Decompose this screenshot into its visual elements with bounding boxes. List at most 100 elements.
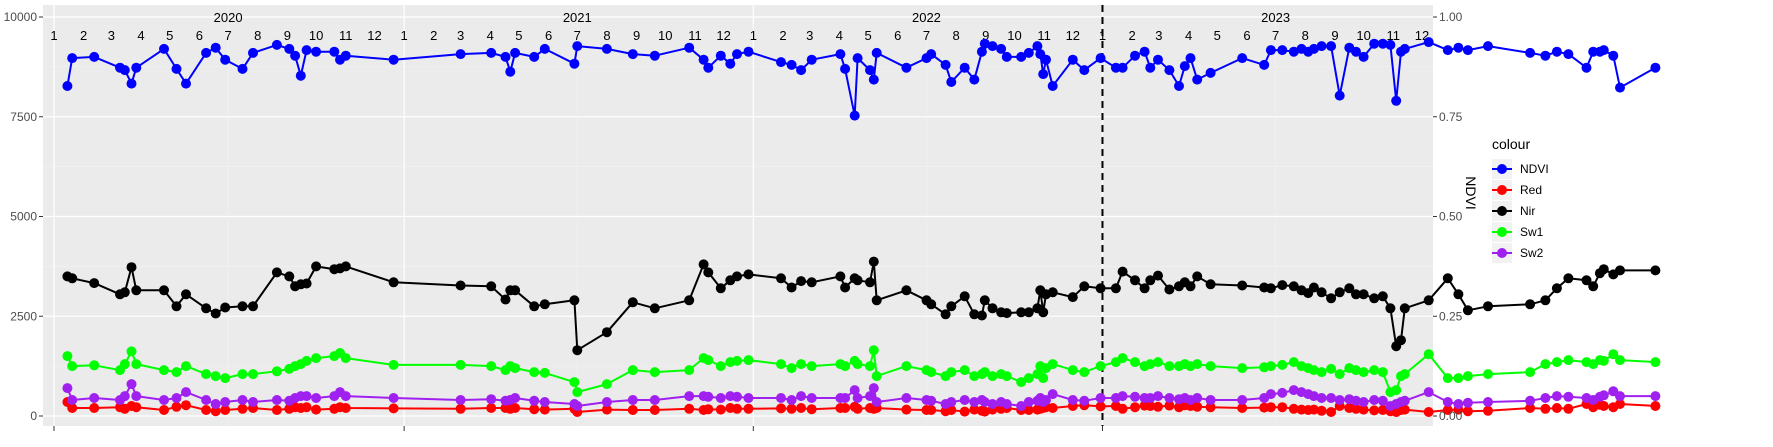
data-point-nir [852, 275, 863, 286]
data-point-sw2 [1041, 395, 1051, 405]
data-point-sw2 [539, 397, 550, 407]
data-point-sw2 [1067, 395, 1078, 405]
data-point-nir [1139, 283, 1150, 294]
legend-item-red: Red [1492, 180, 1542, 200]
data-point-sw1 [1038, 373, 1049, 384]
data-point-nir [1615, 265, 1625, 276]
month-label: 12 [716, 28, 730, 43]
data-point-nir [698, 259, 709, 270]
data-point-nir [131, 285, 142, 296]
data-point-sw1 [684, 365, 695, 376]
data-point-sw1 [1650, 357, 1661, 368]
data-point-nir [1265, 283, 1276, 294]
data-point-ndvi [237, 63, 248, 74]
data-point-nir [786, 282, 797, 293]
data-point-nir [840, 282, 851, 293]
data-point-ndvi [1277, 45, 1288, 56]
data-point-nir [796, 276, 807, 287]
legend-key-dot [1497, 185, 1507, 195]
data-point-ndvi [500, 51, 511, 62]
data-point-red [301, 402, 312, 413]
data-point-sw2 [1308, 391, 1319, 402]
data-point-nir [388, 277, 399, 288]
month-label: 5 [515, 28, 522, 43]
data-point-red [181, 400, 191, 411]
data-point-sw1 [62, 351, 73, 362]
month-label: 1 [750, 28, 757, 43]
data-point-red [1308, 404, 1319, 415]
data-point-red [1117, 403, 1128, 414]
data-point-nir [1551, 283, 1562, 294]
data-point-ndvi [1139, 46, 1150, 57]
data-point-red [786, 403, 797, 414]
data-point-red [806, 404, 817, 415]
data-point-sw1 [237, 369, 248, 380]
data-point-nir [1423, 295, 1434, 306]
data-point-red [201, 405, 212, 415]
data-point-ndvi [926, 49, 937, 60]
data-point-sw1 [311, 353, 322, 364]
data-point-red [1237, 403, 1248, 413]
data-point-sw1 [455, 359, 466, 370]
data-point-ndvi [1259, 59, 1270, 70]
data-point-ndvi [1192, 74, 1203, 85]
data-point-sw1 [946, 367, 957, 378]
data-point-ndvi [996, 43, 1007, 54]
month-label: 11 [688, 28, 702, 43]
y-right-tick-label: 0.50 [1439, 210, 1463, 224]
month-label: 8 [1302, 28, 1309, 43]
data-point-sw2 [301, 391, 312, 402]
data-point-sw2 [1095, 393, 1106, 403]
data-point-nir [703, 267, 714, 278]
data-point-sw1 [786, 363, 797, 374]
data-point-sw1 [1079, 367, 1090, 378]
legend-layer: colour NDVI Red Nir Sw1 Sw2 [1492, 136, 1549, 263]
data-point-nir [627, 297, 638, 308]
month-label: 1 [401, 28, 408, 43]
data-point-red [455, 403, 466, 414]
data-point-ndvi [865, 65, 875, 76]
month-label: 7 [224, 28, 231, 43]
data-point-nir [1462, 305, 1473, 316]
data-point-ndvi [1095, 53, 1106, 64]
data-point-red [210, 406, 221, 417]
data-point-sw2 [868, 383, 879, 394]
data-point-sw1 [1153, 357, 1163, 368]
data-point-red [131, 402, 142, 413]
data-point-ndvi [1038, 69, 1049, 80]
data-point-red [743, 403, 754, 414]
data-point-ndvi [329, 46, 340, 57]
data-point-ndvi [1079, 65, 1090, 76]
data-point-nir [1205, 279, 1216, 290]
data-point-nir [1130, 275, 1140, 286]
data-point-ndvi [1205, 67, 1216, 78]
data-point-ndvi [979, 38, 990, 49]
data-point-sw2 [1377, 395, 1388, 406]
data-point-nir [1581, 275, 1592, 286]
data-point-ndvi [311, 46, 322, 57]
data-point-nir [1079, 281, 1090, 292]
legend-label: Red [1520, 183, 1542, 197]
data-point-sw1 [171, 367, 182, 378]
data-point-ndvi [1442, 45, 1453, 56]
y-right-tick-label: 0.75 [1439, 110, 1463, 124]
data-point-ndvi [835, 49, 846, 60]
data-point-sw2 [1288, 385, 1299, 396]
data-point-ndvi [572, 41, 583, 52]
data-point-red [840, 403, 851, 413]
data-point-ndvi [1563, 49, 1574, 60]
data-point-ndvi [940, 59, 951, 70]
grid-layer [43, 5, 1433, 426]
data-point-sw1 [776, 359, 786, 370]
data-point-ndvi [684, 42, 695, 53]
data-point-ndvi [796, 65, 807, 76]
data-point-sw2 [1145, 393, 1156, 403]
data-point-red [1369, 405, 1380, 416]
data-point-ndvi [67, 53, 78, 64]
data-point-sw2 [806, 393, 817, 403]
data-point-nir [210, 308, 221, 319]
data-point-red [1377, 405, 1388, 415]
data-point-sw2 [340, 391, 351, 402]
data-point-red [311, 404, 322, 415]
data-point-sw1 [1095, 361, 1106, 372]
